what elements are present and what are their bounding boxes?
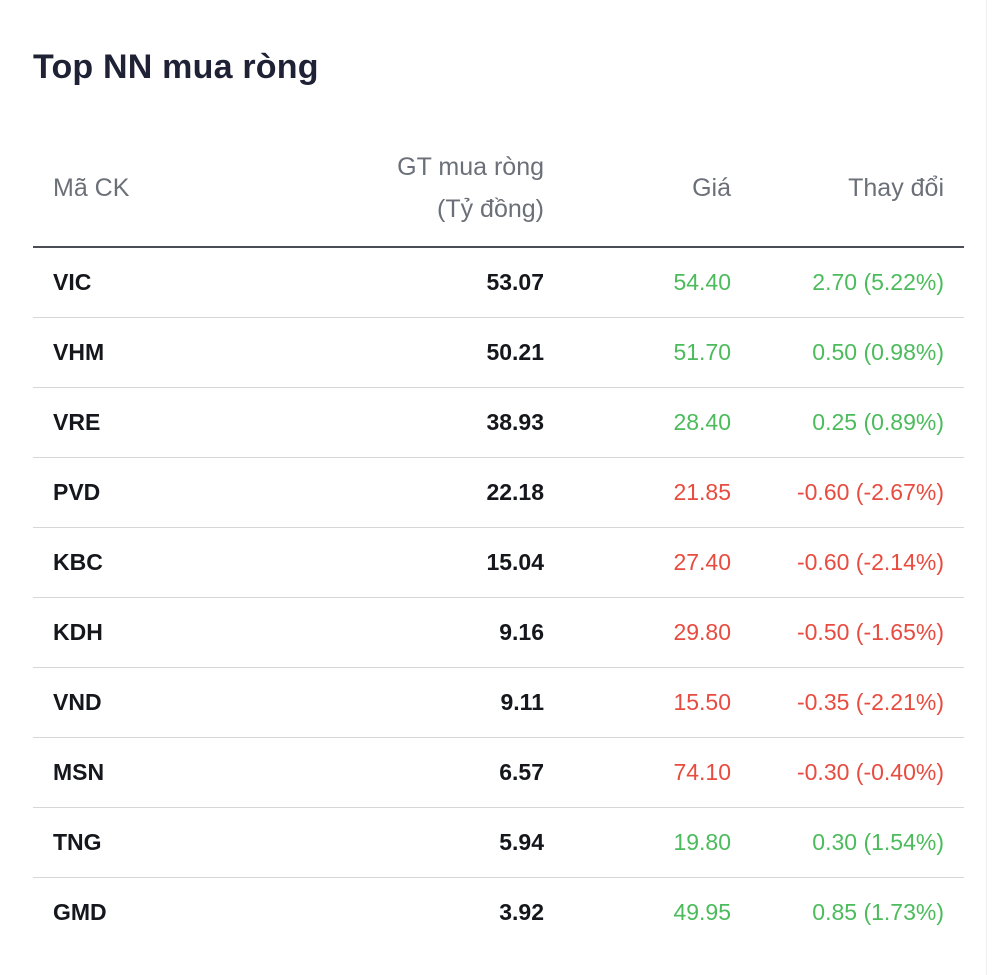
- table-row[interactable]: VND 9.11 15.50 -0.35 (-2.21%): [33, 667, 964, 738]
- table-row[interactable]: KDH 9.16 29.80 -0.50 (-1.65%): [33, 597, 964, 668]
- price-change: 0.85 (1.73%): [812, 899, 944, 925]
- column-header-net-buy-value[interactable]: GT mua ròng (Tỷ đồng): [233, 130, 544, 248]
- price-change: -0.35 (-2.21%): [731, 667, 964, 738]
- price: 27.40: [544, 527, 731, 598]
- price-change: 0.25 (0.89%): [731, 387, 964, 458]
- net-buy-value: 50.21: [233, 317, 544, 388]
- card-title: Top NN mua ròng: [33, 48, 319, 86]
- column-header-change[interactable]: Thay đổi: [731, 130, 964, 248]
- table-header: Mã CK GT mua ròng (Tỷ đồng) Giá Thay đổi: [33, 130, 964, 248]
- stock-code[interactable]: KDH: [33, 597, 233, 668]
- net-buy-value: 5.94: [233, 807, 544, 878]
- price: 51.70: [544, 317, 731, 388]
- header-row: Mã CK GT mua ròng (Tỷ đồng) Giá Thay đổi: [33, 130, 964, 248]
- stock-code[interactable]: MSN: [33, 737, 233, 808]
- price: 49.95: [673, 899, 731, 925]
- price: 74.10: [544, 737, 731, 808]
- price: 28.40: [544, 387, 731, 458]
- price: 21.85: [544, 457, 731, 528]
- price: 19.80: [544, 807, 731, 878]
- net-buy-value: 38.93: [233, 387, 544, 458]
- stock-code[interactable]: VIC: [33, 247, 233, 318]
- table-row[interactable]: PVD 22.18 21.85 -0.60 (-2.67%): [33, 457, 964, 528]
- table-row[interactable]: KBC 15.04 27.40 -0.60 (-2.14%): [33, 527, 964, 598]
- table-body: VIC 53.07 54.40 2.70 (5.22%) VHM 50.21 5…: [33, 247, 964, 947]
- stock-code[interactable]: VRE: [33, 387, 233, 458]
- net-buy-value: 22.18: [233, 457, 544, 528]
- stock-code[interactable]: KBC: [33, 527, 233, 598]
- price: 29.80: [544, 597, 731, 668]
- table-row[interactable]: TNG 5.94 19.80 0.30 (1.54%): [33, 807, 964, 878]
- net-buy-value: 3.92: [499, 899, 544, 925]
- column-header-net-buy-value-line2: (Tỷ đồng): [437, 195, 544, 223]
- price-change: -0.60 (-2.67%): [731, 457, 964, 528]
- stock-code[interactable]: VHM: [33, 317, 233, 388]
- column-header-price[interactable]: Giá: [544, 130, 731, 248]
- table-row[interactable]: VHM 50.21 51.70 0.50 (0.98%): [33, 317, 964, 388]
- net-buy-value: 15.04: [233, 527, 544, 598]
- price-change: -0.50 (-1.65%): [731, 597, 964, 668]
- net-buy-value: 9.16: [233, 597, 544, 668]
- net-buy-value: 6.57: [233, 737, 544, 808]
- price: 54.40: [544, 247, 731, 318]
- column-header-net-buy-value-line1: GT mua ròng: [397, 153, 544, 181]
- stock-code[interactable]: PVD: [33, 457, 233, 528]
- stock-code[interactable]: TNG: [33, 807, 233, 878]
- price-change: 0.50 (0.98%): [731, 317, 964, 388]
- price-change: -0.30 (-0.40%): [731, 737, 964, 808]
- price-change: -0.60 (-2.14%): [731, 527, 964, 598]
- stock-code[interactable]: VND: [33, 667, 233, 738]
- table-row[interactable]: VIC 53.07 54.40 2.70 (5.22%): [33, 247, 964, 318]
- net-buy-table: Mã CK GT mua ròng (Tỷ đồng) Giá Thay đổi…: [33, 130, 964, 947]
- net-buy-value: 9.11: [233, 667, 544, 738]
- table-row[interactable]: MSN 6.57 74.10 -0.30 (-0.40%): [33, 737, 964, 808]
- price-change: 2.70 (5.22%): [731, 247, 964, 318]
- table-row[interactable]: GMD 3.92 49.95 0.85 (1.73%): [33, 878, 964, 948]
- stock-code[interactable]: GMD: [53, 899, 107, 925]
- column-header-code[interactable]: Mã CK: [33, 130, 233, 248]
- price: 15.50: [544, 667, 731, 738]
- net-buy-value: 53.07: [233, 247, 544, 318]
- price-change: 0.30 (1.54%): [731, 807, 964, 878]
- table-row[interactable]: VRE 38.93 28.40 0.25 (0.89%): [33, 387, 964, 458]
